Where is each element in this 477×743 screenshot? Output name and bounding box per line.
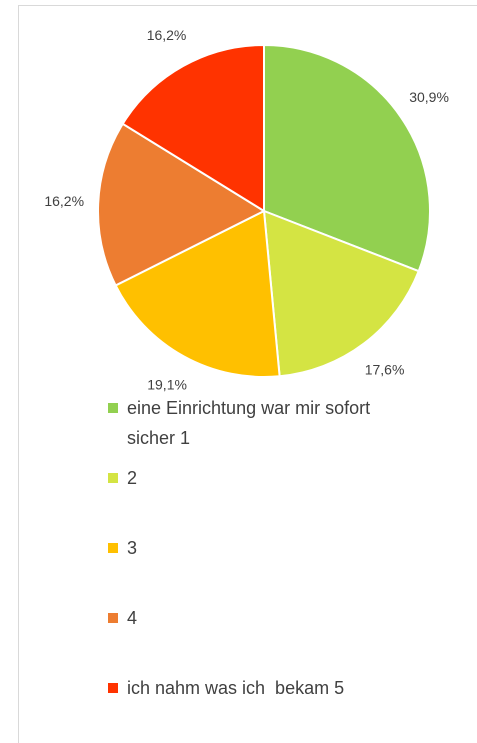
legend-swatch (108, 613, 118, 623)
legend-label: 2 (127, 468, 138, 488)
data-label: 16,2% (147, 27, 187, 43)
pie-slice (121, 43, 265, 213)
legend-item: 3 (108, 533, 398, 563)
legend-swatch (108, 473, 118, 483)
legend-swatch (108, 403, 118, 413)
data-label: 30,9% (409, 89, 449, 105)
pie-slice (263, 43, 431, 273)
data-label: 17,6% (365, 361, 405, 377)
pie-slice (262, 209, 421, 378)
pie-slice (114, 209, 281, 378)
legend-label: 3 (127, 538, 138, 558)
legend-item: 4 (108, 603, 398, 633)
legend-item: 2 (108, 463, 398, 493)
data-label: 19,1% (147, 377, 187, 393)
legend-swatch (108, 543, 118, 553)
pie-slice (97, 122, 267, 287)
legend-label: ich nahm was ich bekam 5 (127, 678, 345, 698)
legend-label: 4 (127, 608, 138, 628)
chart-frame (18, 5, 477, 743)
legend-swatch (108, 683, 118, 693)
legend-label: eine Einrichtung war mir sofort sicher 1 (127, 398, 376, 448)
data-label: 16,2% (44, 193, 84, 209)
legend-item: eine Einrichtung war mir sofort sicher 1 (108, 393, 398, 453)
legend-item: ich nahm was ich bekam 5 (108, 673, 468, 703)
